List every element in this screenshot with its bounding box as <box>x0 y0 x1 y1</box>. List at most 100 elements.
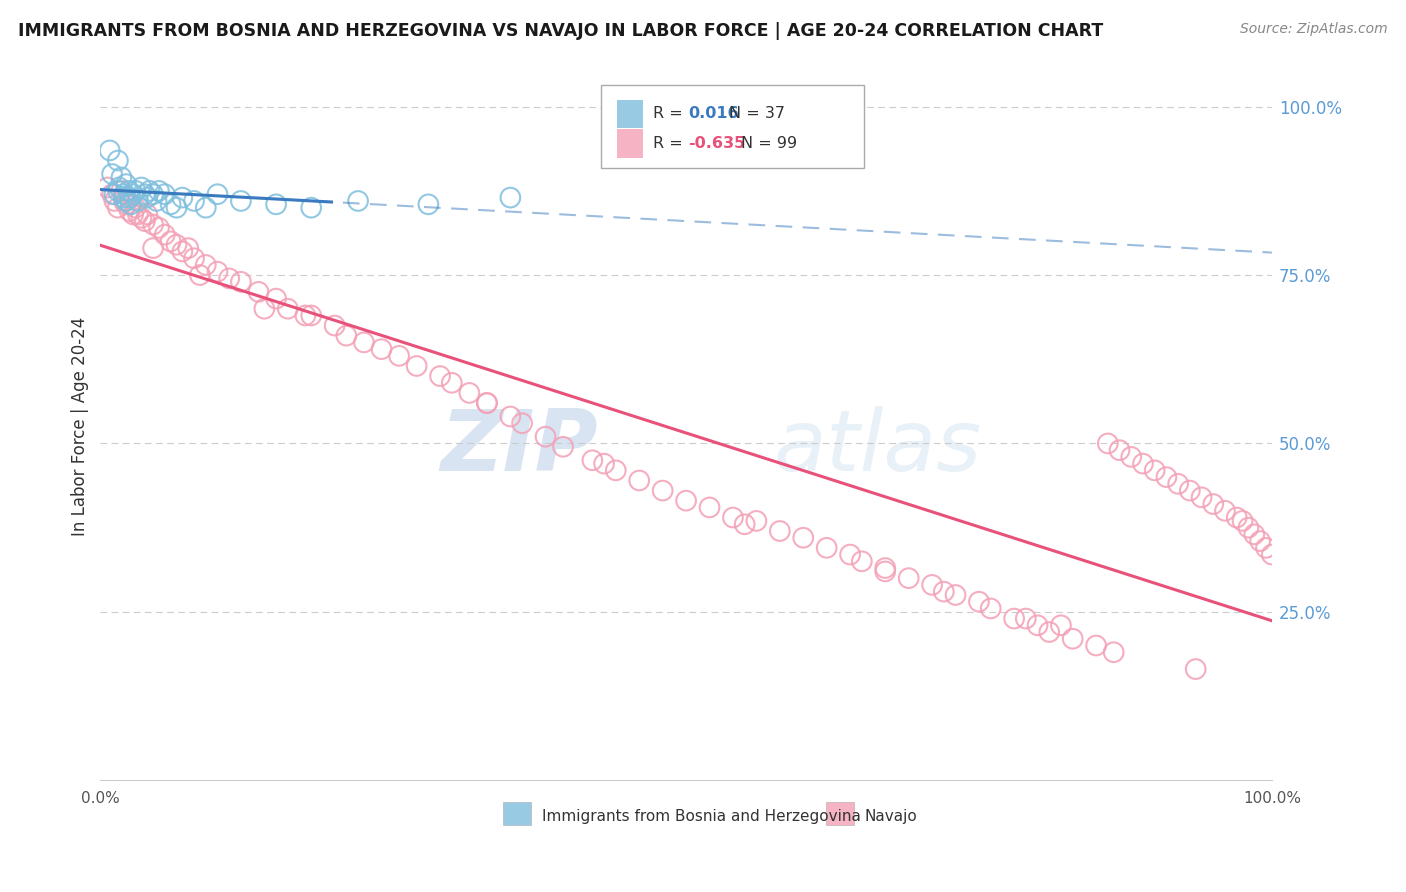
Point <box>299 201 322 215</box>
Point <box>1249 534 1271 549</box>
Point <box>353 335 375 350</box>
Point <box>875 565 897 579</box>
Point <box>229 275 252 289</box>
Point <box>1232 514 1254 528</box>
Point <box>534 430 557 444</box>
Point <box>229 194 252 208</box>
Point <box>1038 625 1060 640</box>
Point <box>107 153 129 168</box>
Point <box>967 595 990 609</box>
Point <box>247 285 270 299</box>
Point <box>127 194 149 208</box>
Point <box>839 548 862 562</box>
Point <box>131 180 153 194</box>
Point <box>120 197 142 211</box>
Point <box>127 207 149 221</box>
Point <box>172 244 194 259</box>
Text: R =: R = <box>654 136 688 151</box>
Point <box>264 292 287 306</box>
Point <box>1213 504 1236 518</box>
Text: N = 99: N = 99 <box>741 136 797 151</box>
Point <box>1254 541 1277 555</box>
Point <box>118 204 141 219</box>
Point <box>148 184 170 198</box>
FancyBboxPatch shape <box>600 85 865 169</box>
Point <box>101 167 124 181</box>
Point <box>183 251 205 265</box>
FancyBboxPatch shape <box>503 802 531 825</box>
Point <box>118 191 141 205</box>
Point <box>108 180 131 194</box>
Point <box>264 197 287 211</box>
Point <box>166 237 188 252</box>
Point <box>98 144 121 158</box>
Point <box>134 187 156 202</box>
Point <box>115 197 138 211</box>
Point <box>1226 510 1249 524</box>
Point <box>112 194 135 208</box>
Point <box>499 191 522 205</box>
Point <box>188 268 211 282</box>
Point <box>675 493 697 508</box>
Point <box>110 170 132 185</box>
Point <box>218 271 240 285</box>
Text: atlas: atlas <box>773 407 981 490</box>
Point <box>177 241 200 255</box>
Point <box>405 359 427 373</box>
Point <box>980 601 1002 615</box>
Point <box>142 241 165 255</box>
Point <box>651 483 673 498</box>
Point <box>370 342 392 356</box>
Point <box>475 396 498 410</box>
Point <box>921 578 943 592</box>
Point <box>335 328 357 343</box>
Point <box>1202 497 1225 511</box>
Text: Navajo: Navajo <box>865 809 917 824</box>
Text: IMMIGRANTS FROM BOSNIA AND HERZEGOVINA VS NAVAJO IN LABOR FORCE | AGE 20-24 CORR: IMMIGRANTS FROM BOSNIA AND HERZEGOVINA V… <box>18 22 1104 40</box>
Point <box>699 500 721 515</box>
Point <box>347 194 370 208</box>
Point <box>475 396 498 410</box>
Point <box>148 220 170 235</box>
Point <box>458 385 481 400</box>
Point <box>145 194 167 208</box>
Point <box>153 187 176 202</box>
Point <box>194 201 217 215</box>
Text: -0.635: -0.635 <box>689 136 745 151</box>
Point <box>1102 645 1125 659</box>
Point <box>792 531 814 545</box>
Point <box>96 180 118 194</box>
Point <box>875 561 897 575</box>
Point <box>1178 483 1201 498</box>
Point <box>429 369 451 384</box>
Point <box>183 194 205 208</box>
Point <box>117 184 139 198</box>
Point <box>103 187 125 202</box>
Point <box>1143 463 1166 477</box>
Point <box>1156 470 1178 484</box>
Point <box>897 571 920 585</box>
Point <box>593 457 616 471</box>
Point <box>605 463 627 477</box>
Point <box>131 211 153 225</box>
Point <box>277 301 299 316</box>
Point <box>628 474 651 488</box>
Point <box>1237 521 1260 535</box>
Point <box>294 309 316 323</box>
Point <box>136 191 159 205</box>
Point <box>1132 457 1154 471</box>
Point <box>136 207 159 221</box>
Point <box>1167 476 1189 491</box>
Point <box>1108 443 1130 458</box>
Point <box>153 227 176 242</box>
Point <box>551 440 574 454</box>
Text: 0.016: 0.016 <box>689 106 740 121</box>
Point <box>142 218 165 232</box>
Point <box>932 584 955 599</box>
Point <box>388 349 411 363</box>
FancyBboxPatch shape <box>825 802 853 825</box>
Text: Immigrants from Bosnia and Herzegovina: Immigrants from Bosnia and Herzegovina <box>541 809 860 824</box>
FancyBboxPatch shape <box>617 129 643 158</box>
Point <box>194 258 217 272</box>
Point <box>122 187 145 202</box>
